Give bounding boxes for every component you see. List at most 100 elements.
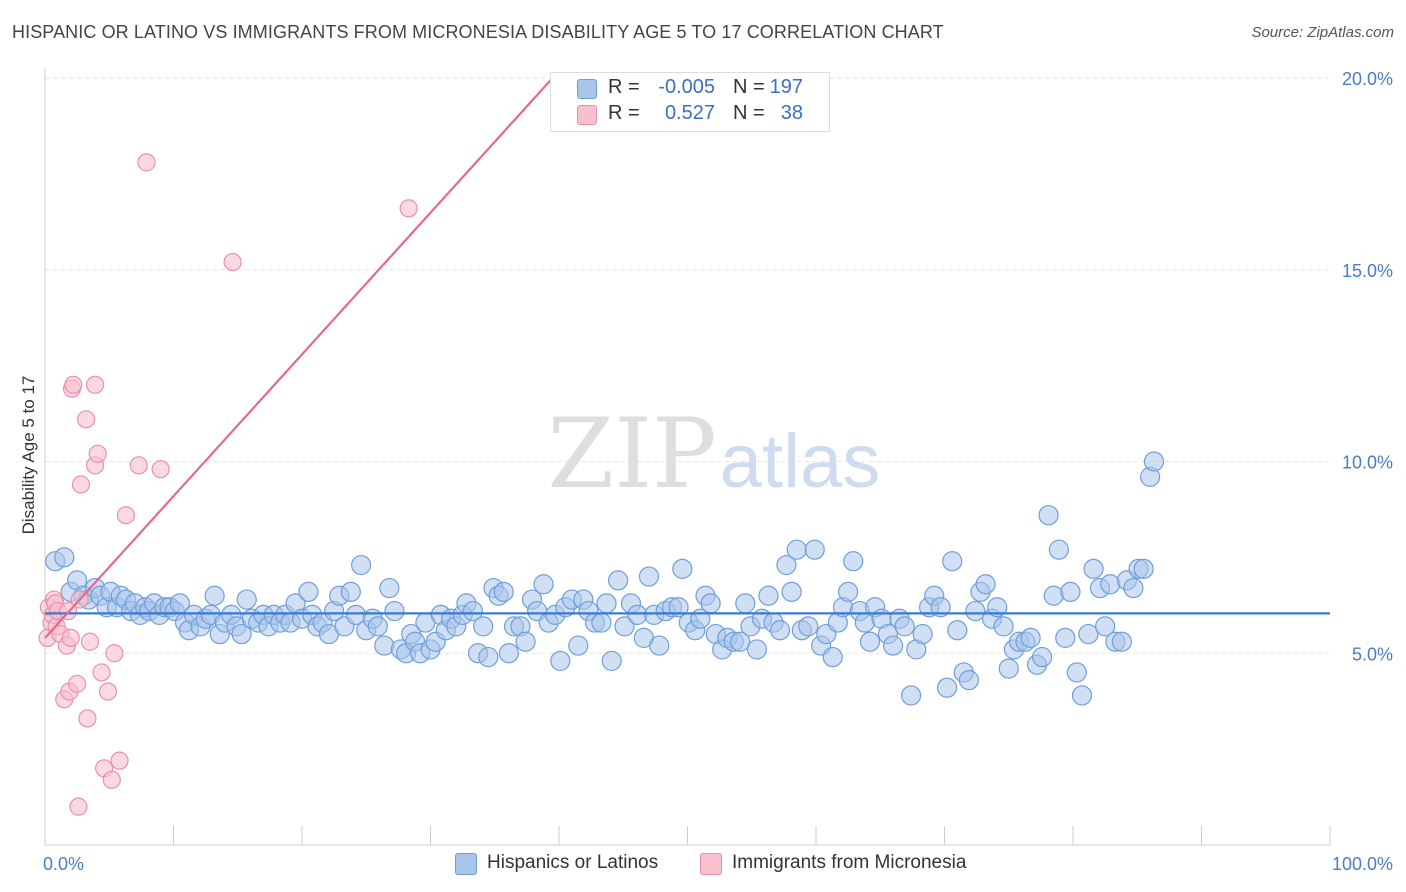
data-point-micronesia — [69, 797, 88, 816]
series-micronesia-points — [38, 153, 418, 816]
blue-swatch-icon — [577, 79, 597, 99]
data-point-hispanics — [374, 635, 395, 656]
data-point-micronesia — [78, 709, 97, 728]
data-point-micronesia — [92, 663, 111, 682]
data-point-hispanics — [1133, 558, 1154, 579]
data-point-hispanics — [236, 589, 257, 610]
data-point-hispanics — [781, 581, 802, 602]
data-point-micronesia — [399, 199, 418, 218]
data-point-hispanics — [746, 639, 767, 660]
data-point-hispanics — [550, 650, 571, 672]
data-point-hispanics — [1020, 627, 1041, 649]
tick-labels: 5.0% 10.0% 15.0% 20.0% 0.0% 100.0% — [43, 69, 1393, 874]
data-point-hispanics — [786, 539, 807, 560]
data-point-hispanics — [859, 631, 881, 652]
data-point-micronesia — [86, 375, 105, 394]
n-label: N = — [733, 76, 765, 98]
data-point-hispanics — [930, 597, 951, 618]
trend-lines — [44, 77, 1330, 639]
data-point-hispanics — [1100, 574, 1121, 595]
data-point-hispanics — [591, 612, 612, 633]
data-point-hispanics — [900, 685, 922, 706]
n-value: 197 — [769, 76, 803, 98]
pink-swatch-icon — [577, 105, 597, 125]
data-point-micronesia — [80, 632, 100, 651]
data-point-hispanics — [838, 581, 859, 602]
data-point-hispanics — [758, 585, 779, 606]
data-point-hispanics — [533, 574, 554, 595]
data-point-hispanics — [947, 620, 968, 641]
chart-title: HISPANIC OR LATINO VS IMMIGRANTS FROM MI… — [12, 22, 944, 42]
data-point-micronesia — [102, 770, 121, 789]
data-point-hispanics — [54, 547, 75, 568]
data-point-hispanics — [1123, 577, 1144, 599]
data-point-micronesia — [71, 475, 91, 494]
data-point-micronesia — [129, 456, 148, 475]
data-point-hispanics — [958, 669, 980, 691]
data-point-hispanics — [998, 658, 1019, 679]
r-value: -0.005 — [658, 76, 715, 98]
y-axis-label: Disability Age 5 to 17 — [19, 376, 38, 535]
trend-line-micronesia — [44, 77, 554, 639]
x-tick-label: 0.0% — [43, 854, 84, 874]
r-label: R = — [608, 76, 640, 98]
data-point-hispanics — [1078, 623, 1099, 645]
axes — [44, 68, 1331, 846]
data-point-hispanics — [596, 593, 617, 614]
data-point-hispanics — [384, 600, 405, 622]
legend-row-hispanics: R = -0.005 N = 197 — [551, 76, 829, 102]
chart-source: Source: ZipAtlas.com — [1251, 24, 1394, 41]
watermark-atlas: atlas — [720, 419, 881, 504]
data-point-hispanics — [204, 585, 225, 606]
data-point-hispanics — [1060, 581, 1081, 602]
data-point-hispanics — [912, 623, 933, 645]
legend-row-micronesia: R = 0.527 N = 38 — [551, 102, 829, 128]
data-point-hispanics — [1048, 539, 1069, 560]
data-point-hispanics — [1043, 585, 1064, 606]
data-point-micronesia — [98, 682, 118, 701]
data-point-hispanics — [379, 577, 400, 599]
y-tick-label: 5.0% — [1352, 644, 1393, 664]
data-point-hispanics — [231, 623, 252, 645]
data-point-hispanics — [1095, 616, 1116, 637]
legend-label: Immigrants from Micronesia — [732, 852, 967, 873]
series-hispanics-points — [45, 451, 1165, 706]
data-point-hispanics — [1143, 451, 1165, 472]
data-point-hispanics — [1083, 558, 1104, 579]
y-tick-label: 15.0% — [1342, 261, 1393, 281]
data-point-hispanics — [340, 581, 361, 602]
data-point-hispanics — [822, 646, 843, 668]
data-point-hispanics — [769, 620, 791, 641]
data-point-hispanics — [478, 646, 499, 668]
data-point-hispanics — [1066, 662, 1087, 683]
data-point-hispanics — [351, 554, 372, 576]
data-point-micronesia — [105, 644, 124, 663]
y-tick-label: 20.0% — [1342, 69, 1393, 89]
data-point-hispanics — [462, 600, 484, 622]
n-label: N = — [733, 102, 765, 124]
data-point-hispanics — [498, 643, 519, 664]
data-point-hispanics — [936, 677, 958, 698]
data-point-hispanics — [515, 631, 536, 652]
data-point-hispanics — [608, 570, 629, 591]
data-point-hispanics — [649, 635, 670, 656]
data-point-hispanics — [1055, 627, 1076, 649]
n-value: 38 — [780, 102, 803, 124]
blue-swatch-icon — [455, 853, 477, 875]
data-point-micronesia — [88, 444, 107, 463]
data-point-micronesia — [110, 751, 129, 770]
data-point-hispanics — [367, 616, 388, 637]
y-tick-label: 10.0% — [1342, 453, 1393, 473]
data-point-hispanics — [1111, 631, 1132, 652]
data-point-hispanics — [975, 574, 996, 595]
r-label: R = — [608, 102, 640, 124]
data-point-micronesia — [61, 628, 80, 648]
data-point-hispanics — [473, 616, 494, 637]
data-point-micronesia — [116, 506, 136, 525]
data-point-hispanics — [493, 581, 514, 602]
data-point-micronesia — [223, 252, 242, 272]
data-point-hispanics — [798, 616, 819, 637]
x-tick-label: 100.0% — [1332, 854, 1393, 874]
series-legend: Hispanics or Latinos Immigrants from Mic… — [0, 852, 1406, 878]
data-point-hispanics — [1071, 685, 1093, 706]
